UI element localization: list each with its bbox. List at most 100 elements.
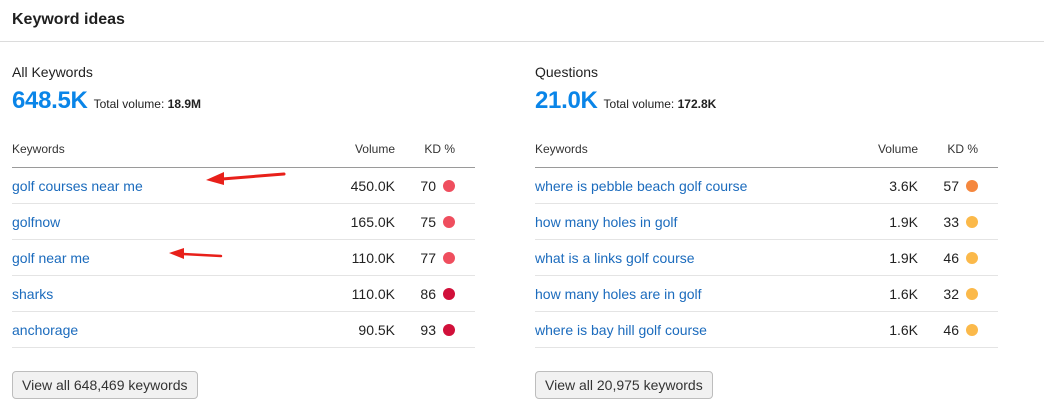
table-row: what is a links golf course 1.9K 46 <box>535 239 998 276</box>
keyword-cell: anchorage <box>12 311 312 348</box>
keyword-link[interactable]: what is a links golf course <box>535 249 695 266</box>
table-row: where is bay hill golf course 1.6K 46 <box>535 311 998 348</box>
kd-value: 46 <box>943 321 959 338</box>
view-all-questions-button[interactable]: View all 20,975 keywords <box>535 371 713 399</box>
volume-cell: 90.5K <box>312 311 395 348</box>
keyword-cell: how many holes are in golf <box>535 275 835 312</box>
keywords-table: Keywords Volume KD % golf courses near m… <box>12 131 475 348</box>
volume-cell: 165.0K <box>312 203 395 240</box>
table-row: golf near me 110.0K 77 <box>12 239 475 276</box>
keyword-count: 648.5K <box>12 87 88 114</box>
kd-cell: 75 <box>395 203 475 240</box>
keyword-cell: golfnow <box>12 203 312 240</box>
kd-cell: 46 <box>918 311 998 348</box>
keyword-link[interactable]: golfnow <box>12 213 61 230</box>
kd-value: 70 <box>420 177 436 194</box>
questions-table: Keywords Volume KD % where is pebble bea… <box>535 131 998 348</box>
table-row: where is pebble beach golf course 3.6K 5… <box>535 167 998 204</box>
keyword-cell: where is pebble beach golf course <box>535 167 835 204</box>
kd-dot <box>966 287 978 300</box>
kd-dot <box>966 323 978 336</box>
total-volume: Total volume: 172.8K <box>604 97 717 111</box>
keyword-cell: where is bay hill golf course <box>535 311 835 348</box>
questions-panel: Questions 21.0K Total volume: 172.8K Key… <box>535 64 998 399</box>
keyword-cell: golf near me <box>12 239 312 276</box>
kd-value: 32 <box>943 285 959 302</box>
total-volume-label: Total volume: <box>603 97 675 111</box>
table-row: how many holes are in golf 1.6K 32 <box>535 275 998 312</box>
panel-title: All Keywords <box>12 64 93 80</box>
column-header-volume: Volume <box>835 131 918 168</box>
table-row: sharks 110.0K 86 <box>12 275 475 312</box>
volume-cell: 110.0K <box>312 275 395 312</box>
annotation-arrow-icon <box>206 172 286 185</box>
column-header-kd: KD % <box>918 131 998 168</box>
kd-cell: 32 <box>918 275 998 312</box>
table-header-row: Keywords Volume KD % <box>12 131 475 168</box>
annotation-arrow-icon <box>169 248 223 259</box>
keyword-link[interactable]: where is bay hill golf course <box>535 321 707 338</box>
kd-dot <box>443 287 455 300</box>
kd-dot <box>966 215 978 228</box>
volume-cell: 1.9K <box>835 239 918 276</box>
kd-dot <box>966 251 978 264</box>
volume-cell: 450.0K <box>312 167 395 204</box>
volume-cell: 1.6K <box>835 311 918 348</box>
keyword-cell: how many holes in golf <box>535 203 835 240</box>
keyword-cell: what is a links golf course <box>535 239 835 276</box>
summary: 21.0K Total volume: 172.8K <box>535 87 998 115</box>
kd-cell: 57 <box>918 167 998 204</box>
kd-value: 93 <box>420 321 436 338</box>
keyword-link[interactable]: how many holes are in golf <box>535 285 702 302</box>
column-header-keywords: Keywords <box>12 131 312 168</box>
table-row: golf courses near me 450.0K 70 <box>12 167 475 204</box>
card-title: Keyword ideas <box>12 11 125 28</box>
question-count: 21.0K <box>535 87 598 114</box>
kd-dot <box>443 179 455 192</box>
card-header: Keyword ideas <box>0 0 1044 42</box>
column-header-volume: Volume <box>312 131 395 168</box>
volume-cell: 1.9K <box>835 203 918 240</box>
kd-value: 77 <box>420 249 436 266</box>
volume-cell: 3.6K <box>835 167 918 204</box>
kd-dot <box>443 251 455 264</box>
total-volume-value: 18.9M <box>167 97 201 111</box>
view-all-keywords-button[interactable]: View all 648,469 keywords <box>12 371 198 399</box>
kd-value: 86 <box>420 285 436 302</box>
panel-title: Questions <box>535 64 599 80</box>
volume-cell: 110.0K <box>312 239 395 276</box>
table-header-row: Keywords Volume KD % <box>535 131 998 168</box>
table-row: golfnow 165.0K 75 <box>12 203 475 240</box>
total-volume: Total volume: 18.9M <box>94 97 201 111</box>
kd-value: 75 <box>420 213 436 230</box>
keyword-link[interactable]: golf near me <box>12 249 90 266</box>
column-header-keywords: Keywords <box>535 131 835 168</box>
volume-cell: 1.6K <box>835 275 918 312</box>
kd-cell: 93 <box>395 311 475 348</box>
keyword-cell: golf courses near me <box>12 167 312 204</box>
kd-dot <box>443 215 455 228</box>
table-row: how many holes in golf 1.9K 33 <box>535 203 998 240</box>
kd-dot <box>966 179 978 192</box>
kd-value: 57 <box>943 177 959 194</box>
kd-dot <box>443 323 455 336</box>
keyword-cell: sharks <box>12 275 312 312</box>
kd-value: 46 <box>943 249 959 266</box>
keyword-link[interactable]: how many holes in golf <box>535 213 678 230</box>
kd-cell: 33 <box>918 203 998 240</box>
keyword-link[interactable]: where is pebble beach golf course <box>535 177 748 194</box>
kd-cell: 77 <box>395 239 475 276</box>
keyword-link[interactable]: anchorage <box>12 321 79 338</box>
keyword-link[interactable]: sharks <box>12 285 54 302</box>
total-volume-value: 172.8K <box>677 97 717 111</box>
kd-cell: 46 <box>918 239 998 276</box>
keyword-link[interactable]: golf courses near me <box>12 177 143 194</box>
kd-cell: 86 <box>395 275 475 312</box>
kd-cell: 70 <box>395 167 475 204</box>
column-header-kd: KD % <box>395 131 475 168</box>
total-volume-label: Total volume: <box>93 97 165 111</box>
kd-value: 33 <box>943 213 959 230</box>
table-row: anchorage 90.5K 93 <box>12 311 475 348</box>
summary: 648.5K Total volume: 18.9M <box>12 87 475 115</box>
all-keywords-panel: All Keywords 648.5K Total volume: 18.9M … <box>12 64 475 399</box>
